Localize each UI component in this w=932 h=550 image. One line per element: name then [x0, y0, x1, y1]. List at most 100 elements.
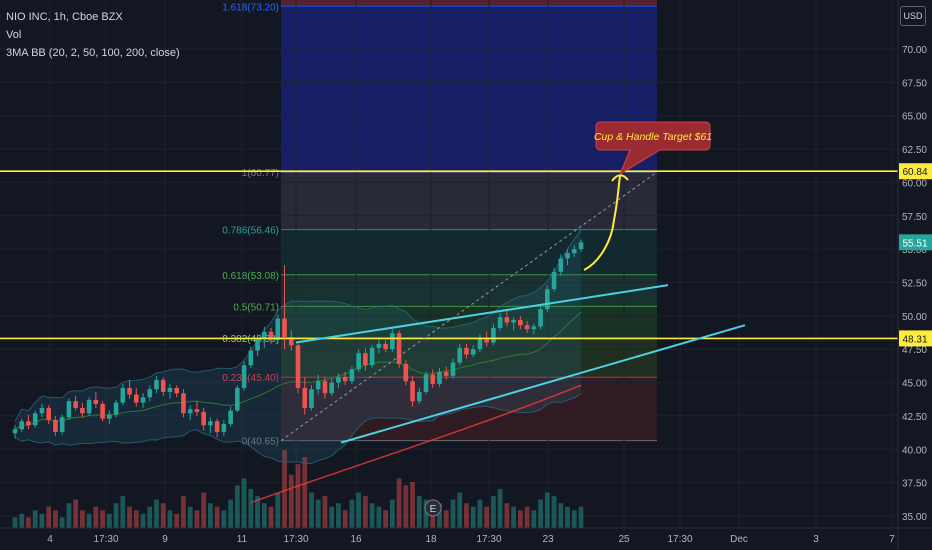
candle-body [410, 381, 415, 402]
candle-body [100, 403, 105, 419]
candle-body [221, 423, 227, 432]
candle-body [383, 343, 388, 350]
candle-body [524, 325, 530, 330]
volume-bar [571, 510, 577, 528]
fib-zone [281, 172, 657, 230]
y-tick-label: 65.00 [902, 112, 927, 123]
fib-trend-line [280, 171, 658, 442]
volume-bar [531, 510, 537, 528]
candle-body [329, 382, 334, 394]
ma-200-line [250, 384, 582, 504]
callout-bubble [595, 121, 711, 176]
x-tick-label: 23 [542, 534, 554, 545]
candle-body [174, 387, 180, 394]
volume-bar [268, 506, 274, 528]
y-tick-label: 45.00 [902, 379, 927, 390]
candle-body [160, 379, 166, 392]
candle-body [194, 409, 200, 412]
candle-body [497, 317, 503, 328]
fib-zone [281, 229, 657, 275]
candle-body [369, 347, 375, 366]
volume-bar [302, 457, 308, 528]
fib-level-label: 1.618(73.20) [222, 2, 279, 13]
candle-body [268, 331, 274, 340]
candle-body [181, 393, 186, 414]
volume-bar [477, 499, 483, 528]
indicator-vol: Vol [6, 29, 22, 41]
candle-body [538, 309, 543, 327]
volume-bar [214, 506, 220, 528]
volume-bar [194, 510, 200, 528]
fib-zone [281, 6, 657, 173]
candle-body [208, 421, 213, 426]
volume-bar [497, 489, 503, 528]
volume-bar [248, 489, 254, 528]
candle-body [571, 249, 577, 254]
volume-bar [282, 450, 287, 528]
candle-body [518, 319, 523, 326]
callout-text: Cup & Handle Target $61 [594, 131, 712, 143]
price-mark-label: 55.51 [902, 238, 927, 249]
candle-body [531, 326, 537, 330]
price-mark-label: 48.31 [902, 334, 927, 345]
currency-badge[interactable]: USD [900, 6, 926, 26]
candle-body [26, 421, 31, 426]
volume-bar [160, 503, 166, 528]
volume-bar [120, 496, 126, 528]
price-mark-badge [899, 234, 932, 251]
volume-bar [59, 517, 65, 528]
candle-body [322, 381, 328, 394]
channel-upper-line [295, 284, 669, 344]
volume-bar [187, 506, 193, 528]
volume-bar [100, 510, 105, 528]
volume-bar [356, 492, 362, 528]
fib-level-label: 0(40.65) [242, 437, 279, 448]
candle-body [302, 387, 308, 408]
volume-bar [154, 499, 159, 528]
volume-bar [342, 510, 348, 528]
candle-body [457, 347, 463, 363]
y-tick-label: 67.50 [902, 78, 927, 89]
fib-zone [281, 377, 657, 441]
volume-bar [362, 496, 368, 528]
candle-body [107, 414, 112, 419]
x-tick-label: 3 [813, 534, 819, 545]
volume-bar [79, 510, 85, 528]
volume-bar [275, 492, 281, 528]
volume-bar [127, 506, 132, 528]
volume-bar [396, 478, 402, 528]
y-tick-label: 70.00 [902, 45, 927, 56]
volume-bar [167, 510, 173, 528]
volume-bar [221, 510, 227, 528]
volume-bar [369, 503, 375, 528]
volume-bar [578, 506, 584, 528]
volume-bar [32, 510, 38, 528]
x-tick-label: 17:30 [667, 534, 692, 545]
volume-bar [376, 506, 382, 528]
candle-body [504, 317, 510, 323]
volume-bar [504, 503, 510, 528]
candle-body [262, 331, 267, 339]
candle-body [120, 387, 126, 403]
volume-bar [133, 510, 139, 528]
volume-bar [86, 513, 92, 528]
candle-body [86, 399, 92, 414]
fib-level-label: 0.618(53.08) [222, 271, 279, 282]
volume-bar [457, 492, 463, 528]
fib-level-label: 1(60.77) [242, 168, 279, 179]
volume-bar [322, 496, 328, 528]
x-tick-label: 25 [618, 534, 630, 545]
candle-body [19, 421, 25, 430]
fib-level-label: 0.786(56.46) [222, 226, 279, 237]
earnings-marker-label: E [430, 504, 437, 515]
candle-body [32, 413, 38, 426]
bollinger-upper [14, 229, 582, 422]
y-tick-label: 35.00 [902, 512, 927, 523]
candle-body [133, 394, 139, 403]
candle-body [295, 345, 301, 388]
y-tick-label: 40.00 [902, 445, 927, 456]
volume-bar [228, 499, 234, 528]
candle-body [147, 389, 153, 398]
volume-bar [524, 506, 530, 528]
